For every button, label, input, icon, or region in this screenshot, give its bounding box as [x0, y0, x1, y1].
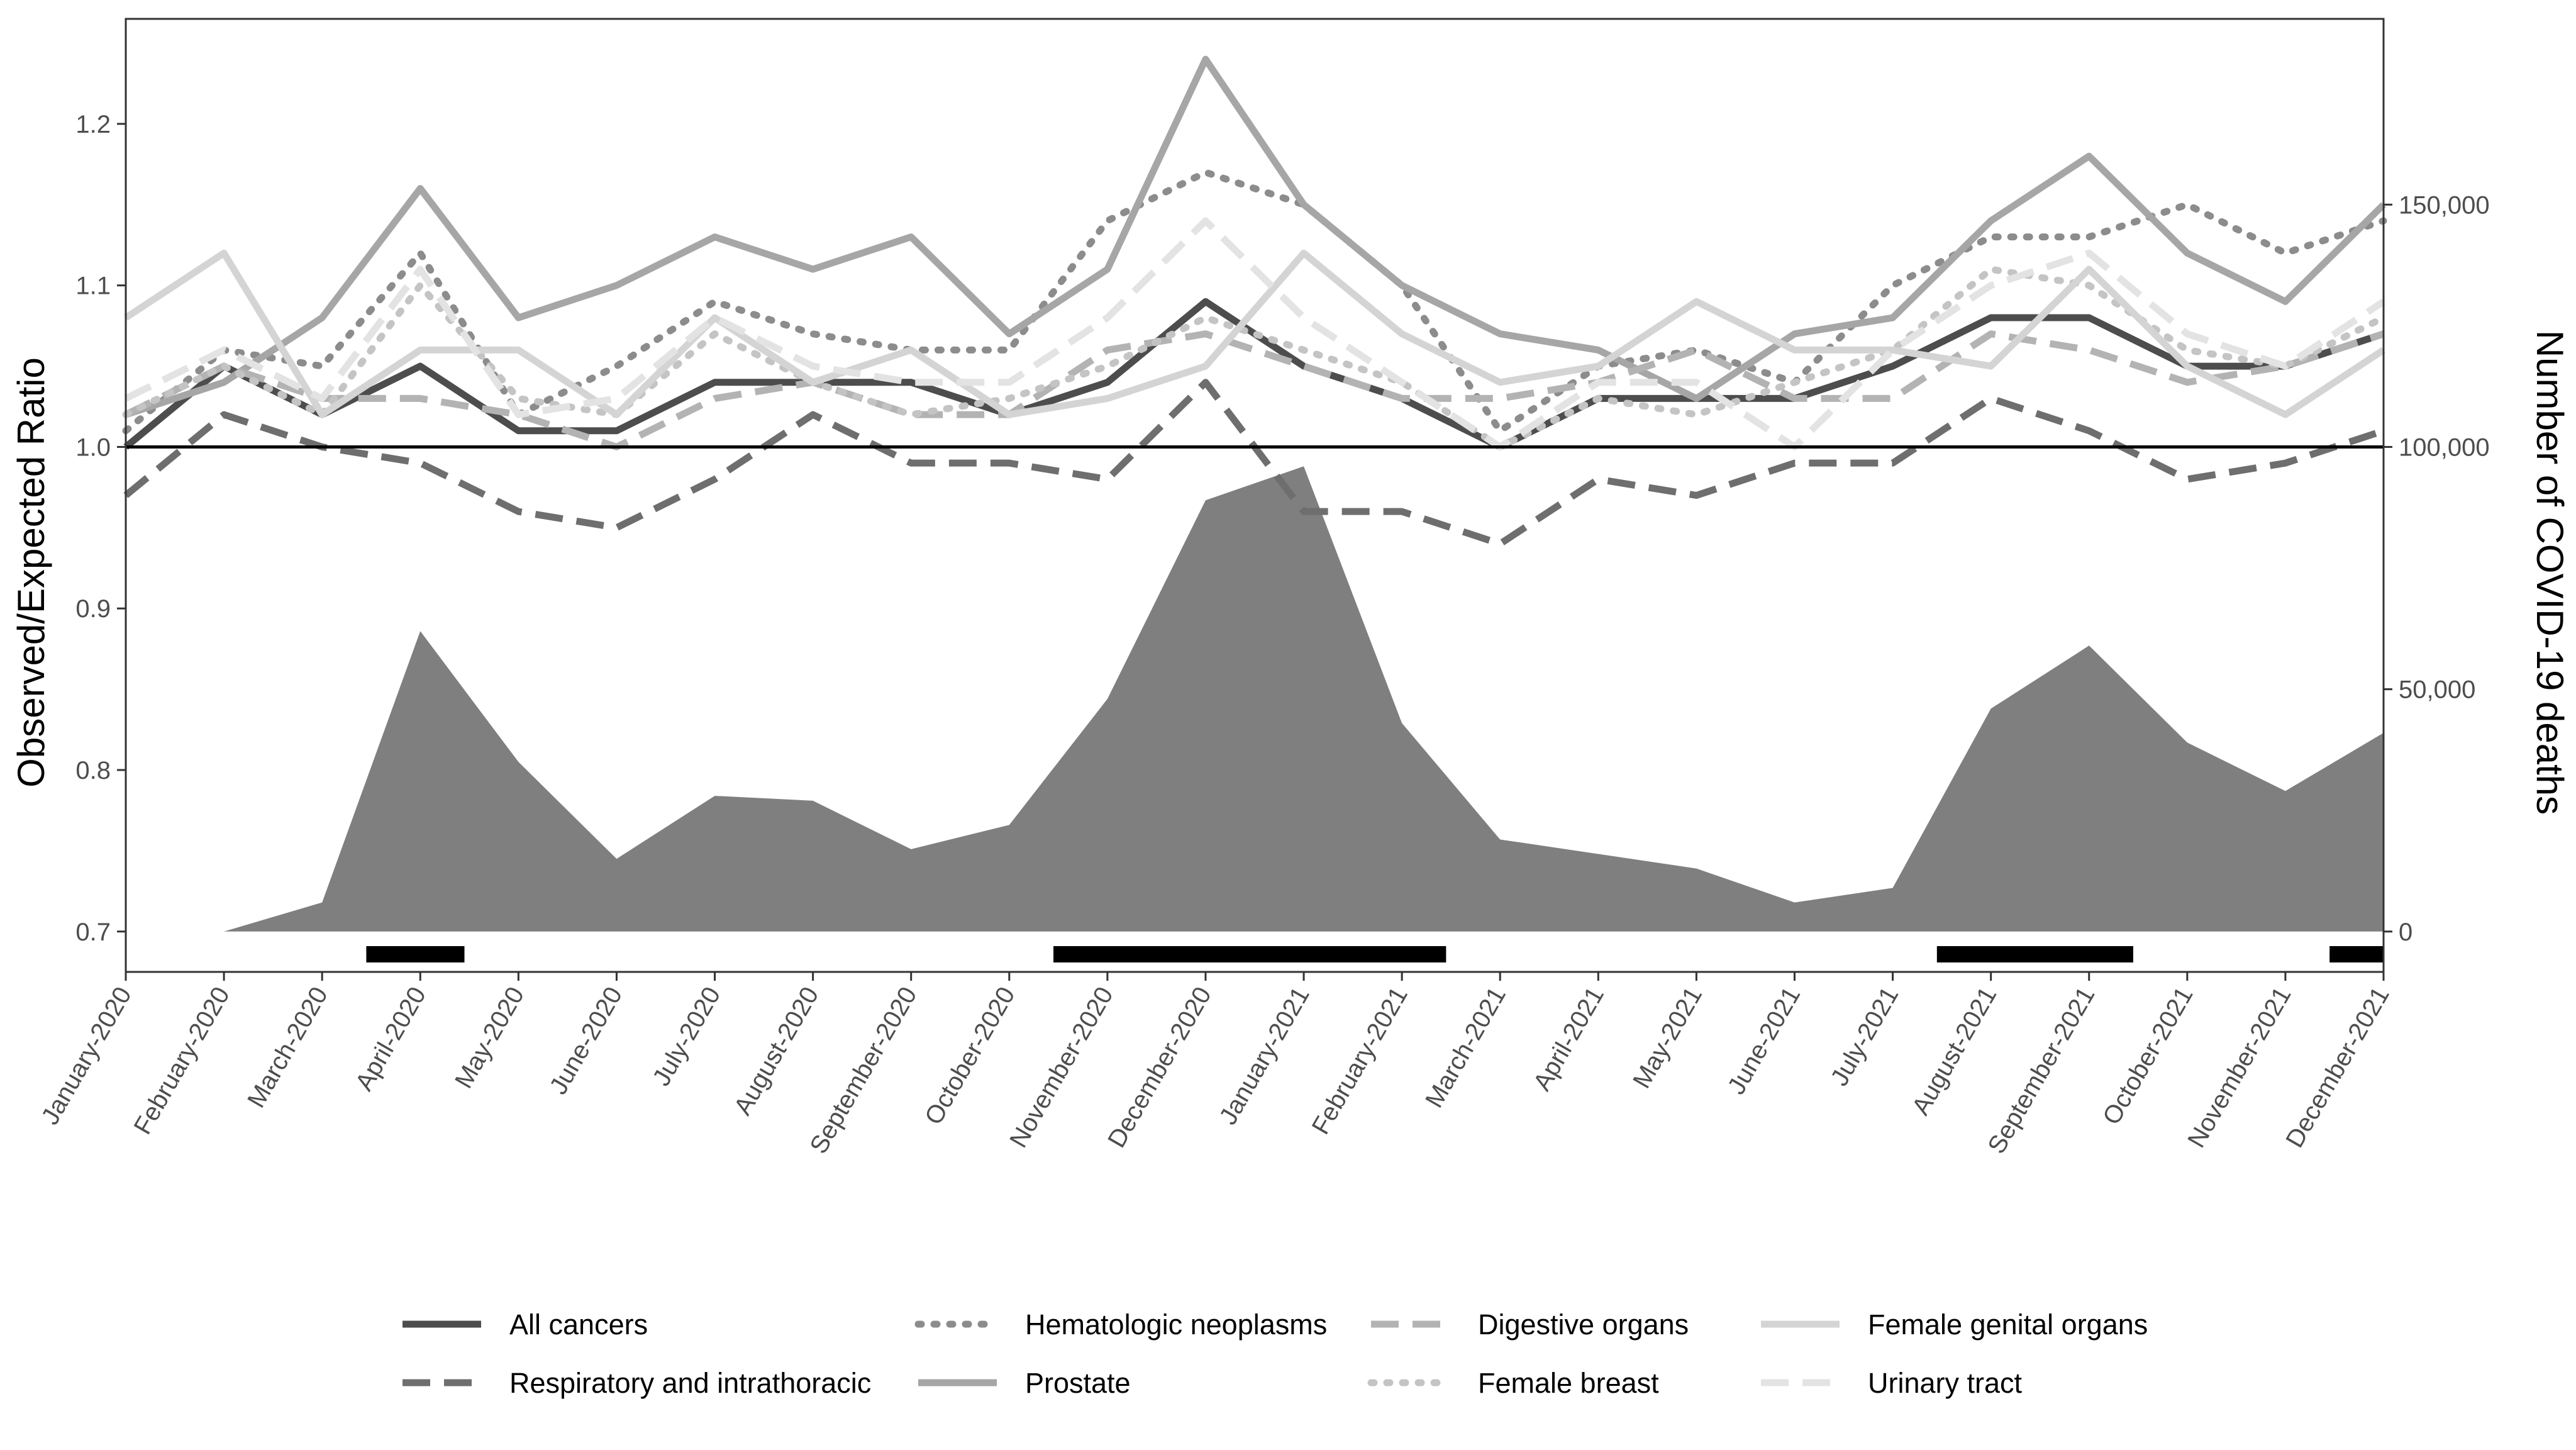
legend-label-2: Hematologic neoplasms — [1025, 1308, 1327, 1341]
y-axis-title: Observed/Expected Ratio — [10, 357, 52, 788]
period-bar-0 — [366, 946, 465, 962]
period-bar-1 — [1053, 946, 1446, 962]
right-y-axis: 0 50,000 100,000 150,000 — [2384, 191, 2490, 946]
covid-deaths-area-layer — [126, 466, 2384, 932]
period-bar-2 — [1936, 946, 2133, 962]
y2-axis-title: Number of COVID-19 deaths — [2529, 330, 2571, 815]
legend-label-7: Urinary tract — [1868, 1367, 2023, 1399]
legend-label-0: All cancers — [509, 1308, 648, 1341]
plot-panel-border — [125, 18, 2385, 973]
legend: All cancers Respiratory and intrathoracic… — [402, 1308, 2148, 1399]
covid-deaths-area — [126, 466, 2384, 932]
legend-label-3: Prostate — [1025, 1367, 1131, 1399]
legend-label-4: Digestive organs — [1478, 1308, 1689, 1341]
y2-tick-label: 0 — [2399, 918, 2412, 946]
y-tick-label: 1.2 — [75, 111, 111, 138]
series-line-7 — [124, 217, 2386, 450]
series-line-6 — [123, 249, 2386, 418]
y2-tick-label: 150,000 — [2399, 191, 2490, 219]
y2-tick-label: 100,000 — [2399, 433, 2490, 461]
y-tick-label: 0.7 — [75, 918, 111, 946]
legend-label-6: Female genital organs — [1868, 1308, 2148, 1341]
y-tick-label: 0.8 — [75, 757, 111, 784]
legend-label-1: Respiratory and intrathoracic — [509, 1367, 871, 1399]
left-y-axis: 0.7 0.8 0.9 1.0 1.1 1.2 — [75, 111, 126, 946]
y-tick-label: 1.0 — [75, 433, 111, 461]
y2-tick-label: 50,000 — [2399, 676, 2475, 704]
y-tick-label: 1.1 — [75, 272, 111, 300]
series-line-3 — [125, 55, 2386, 418]
period-bar-3 — [2329, 946, 2384, 962]
legend-label-5: Female breast — [1478, 1367, 1659, 1399]
series-line-4 — [124, 330, 2385, 450]
series-line-5 — [122, 265, 2387, 450]
y-tick-label: 0.9 — [75, 595, 111, 623]
period-bars-layer — [366, 946, 2384, 962]
